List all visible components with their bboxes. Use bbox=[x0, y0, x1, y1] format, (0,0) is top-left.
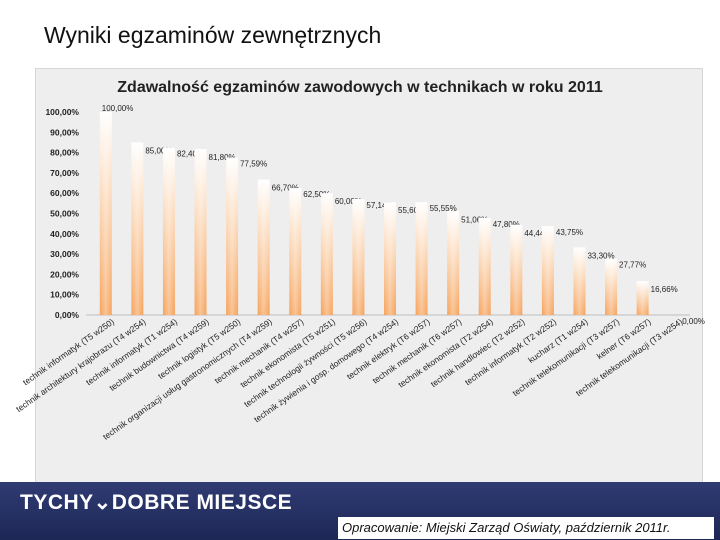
data-label: 47,80% bbox=[493, 220, 520, 229]
data-label: 43,75% bbox=[556, 228, 583, 237]
bar-highlight bbox=[226, 157, 239, 315]
bar-highlight bbox=[194, 148, 207, 315]
data-label: 33,30% bbox=[587, 251, 614, 260]
bar-highlight bbox=[257, 179, 270, 315]
slide-title: Wyniki egzaminów zewnętrznych bbox=[44, 22, 382, 48]
y-tick-label: 20,00% bbox=[50, 269, 79, 279]
y-tick-label: 40,00% bbox=[50, 229, 79, 239]
bar-highlight bbox=[320, 193, 333, 315]
bar-highlight bbox=[131, 142, 144, 315]
y-tick-label: 90,00% bbox=[50, 127, 79, 137]
bar-highlight bbox=[541, 226, 554, 315]
data-label: 55,60% bbox=[398, 206, 425, 215]
data-label: 51,06% bbox=[461, 215, 488, 224]
data-label: 85,00% bbox=[145, 146, 172, 155]
data-label: 55,55% bbox=[430, 204, 457, 213]
category-label: technik architektury krajobrazu (T4 w254… bbox=[14, 316, 148, 414]
chart-panel bbox=[35, 68, 703, 495]
data-label: 27,77% bbox=[619, 261, 646, 270]
bar-highlight bbox=[289, 188, 302, 315]
bar-highlight bbox=[99, 112, 112, 315]
data-label: 81,80% bbox=[209, 153, 236, 162]
data-label: 60,00% bbox=[335, 197, 362, 206]
data-label: 82,40% bbox=[177, 150, 204, 159]
data-label: 0,00% bbox=[682, 317, 705, 326]
city-logo: TYCHY⌄DOBRE MIEJSCE bbox=[20, 491, 293, 514]
bar-highlight bbox=[447, 211, 460, 315]
bar-highlight bbox=[605, 258, 618, 315]
data-label: 77,59% bbox=[240, 159, 267, 168]
bar-highlight bbox=[415, 202, 428, 315]
bar-highlight bbox=[384, 202, 396, 315]
data-label: 57,14% bbox=[366, 201, 393, 210]
chart-title: Zdawalność egzaminów zawodowych w techni… bbox=[117, 79, 603, 96]
y-tick-label: 100,00% bbox=[45, 107, 79, 117]
data-label: 62,50% bbox=[303, 190, 330, 199]
y-tick-label: 50,00% bbox=[50, 209, 79, 219]
bar-highlight bbox=[162, 147, 175, 315]
bar-highlight bbox=[573, 247, 586, 315]
y-tick-label: 30,00% bbox=[50, 249, 79, 259]
bar-highlight bbox=[478, 217, 491, 315]
source-note: Opracowanie: Miejski Zarząd Oświaty, paź… bbox=[338, 517, 714, 539]
y-tick-label: 70,00% bbox=[50, 168, 79, 178]
y-tick-label: 80,00% bbox=[50, 148, 79, 158]
category-label: technik żywienia i gosp. domowego (T4 w2… bbox=[252, 316, 400, 424]
data-label: 100,00% bbox=[102, 104, 134, 113]
data-label: 16,66% bbox=[651, 285, 678, 294]
bar-highlight bbox=[352, 199, 365, 315]
data-label: 66,70% bbox=[272, 184, 299, 193]
y-tick-label: 0,00% bbox=[55, 310, 80, 320]
bar-highlight bbox=[636, 281, 649, 315]
data-label: 44,44% bbox=[524, 229, 551, 238]
y-tick-label: 60,00% bbox=[50, 188, 79, 198]
y-tick-label: 10,00% bbox=[50, 290, 79, 300]
bar-highlight bbox=[510, 224, 523, 315]
